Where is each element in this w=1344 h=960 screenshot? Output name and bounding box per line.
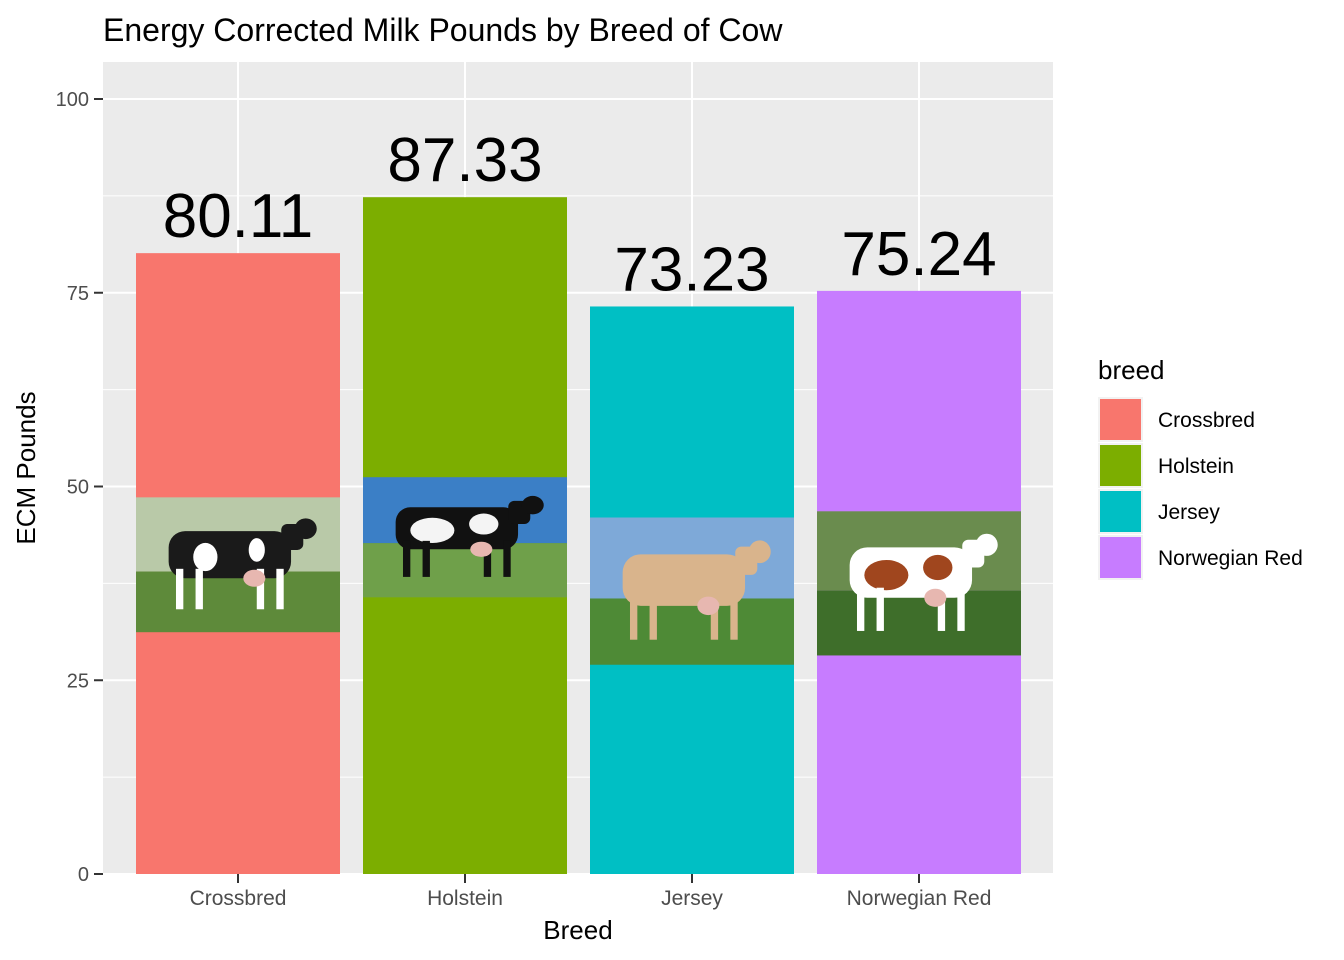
value-label: 75.24 — [841, 220, 996, 289]
value-label: 73.23 — [614, 235, 769, 304]
x-tick-label: Jersey — [661, 887, 723, 910]
cow-patch — [923, 554, 953, 581]
legend-swatch — [1100, 445, 1141, 486]
cow-head — [294, 518, 317, 540]
cow-leg — [276, 568, 284, 610]
cow-patch — [469, 513, 499, 535]
legend-swatch — [1100, 537, 1141, 578]
y-axis-title: ECM Pounds — [11, 391, 41, 544]
y-axis: 0 25 50 75 100 — [56, 89, 103, 886]
y-tick-label: 50 — [67, 477, 89, 499]
cow-leg — [175, 568, 184, 610]
cow-head — [521, 495, 544, 515]
cow-leg — [256, 568, 265, 610]
value-labels: 80.11 87.33 73.23 75.24 — [163, 126, 997, 304]
legend-swatch — [1100, 399, 1141, 440]
x-tick-label: Norwegian Red — [847, 887, 992, 910]
cow-leg — [876, 587, 884, 631]
cow-udder — [697, 596, 720, 616]
cow-leg — [483, 540, 492, 577]
legend-swatch — [1100, 491, 1141, 532]
cow-head — [975, 533, 998, 556]
cow-udder — [470, 541, 493, 557]
cow-leg — [856, 587, 865, 631]
y-tick-label: 100 — [56, 89, 89, 111]
cow-leg — [937, 587, 946, 631]
x-tick-label: Crossbred — [190, 887, 287, 910]
cow-patch — [410, 517, 455, 543]
legend-label: Jersey — [1158, 501, 1220, 524]
value-label: 87.33 — [387, 126, 542, 195]
black-cow-photo — [136, 497, 340, 633]
photo-ground — [590, 598, 794, 665]
cow-photos — [136, 477, 1021, 665]
y-tick-label: 0 — [78, 864, 89, 886]
photo-ground — [817, 590, 1021, 656]
cow-leg — [503, 540, 511, 577]
cow-body — [622, 554, 746, 606]
legend-label: Crossbred — [1158, 409, 1255, 432]
cow-udder — [243, 569, 266, 587]
value-label: 80.11 — [163, 182, 314, 251]
cow-body — [168, 531, 292, 579]
x-axis-title: Breed — [543, 915, 612, 945]
legend-label: Norwegian Red — [1158, 547, 1303, 570]
cow-leg — [402, 540, 411, 577]
cow-udder — [924, 588, 947, 607]
cow-head — [748, 540, 771, 564]
cow-leg — [730, 595, 738, 640]
photo-ground — [136, 571, 340, 633]
cow-patch — [193, 542, 218, 572]
y-tick-label: 25 — [67, 670, 89, 692]
x-tick-label: Holstein — [427, 887, 503, 910]
legend: breed Crossbred Holstein Jersey Norwegian R… — [1098, 355, 1303, 580]
cow-leg — [195, 568, 203, 610]
cow-leg — [629, 595, 638, 640]
cow-patch — [864, 559, 909, 591]
photo-ground — [363, 543, 567, 598]
cow-patch — [248, 538, 265, 562]
holstein-cow-photo — [363, 477, 567, 598]
cow-leg — [710, 595, 719, 640]
jersey-cow-photo — [590, 517, 794, 665]
y-tick-label: 75 — [67, 283, 89, 305]
legend-title: breed — [1098, 355, 1165, 385]
norwegian-red-cow-photo — [817, 511, 1021, 656]
legend-label: Holstein — [1158, 455, 1234, 478]
cow-leg — [649, 595, 657, 640]
cow-leg — [957, 587, 965, 631]
chart-title: Energy Corrected Milk Pounds by Breed of… — [103, 12, 783, 48]
x-axis: Crossbred Holstein Jersey Norwegian Red — [190, 874, 992, 910]
cow-leg — [422, 540, 430, 577]
